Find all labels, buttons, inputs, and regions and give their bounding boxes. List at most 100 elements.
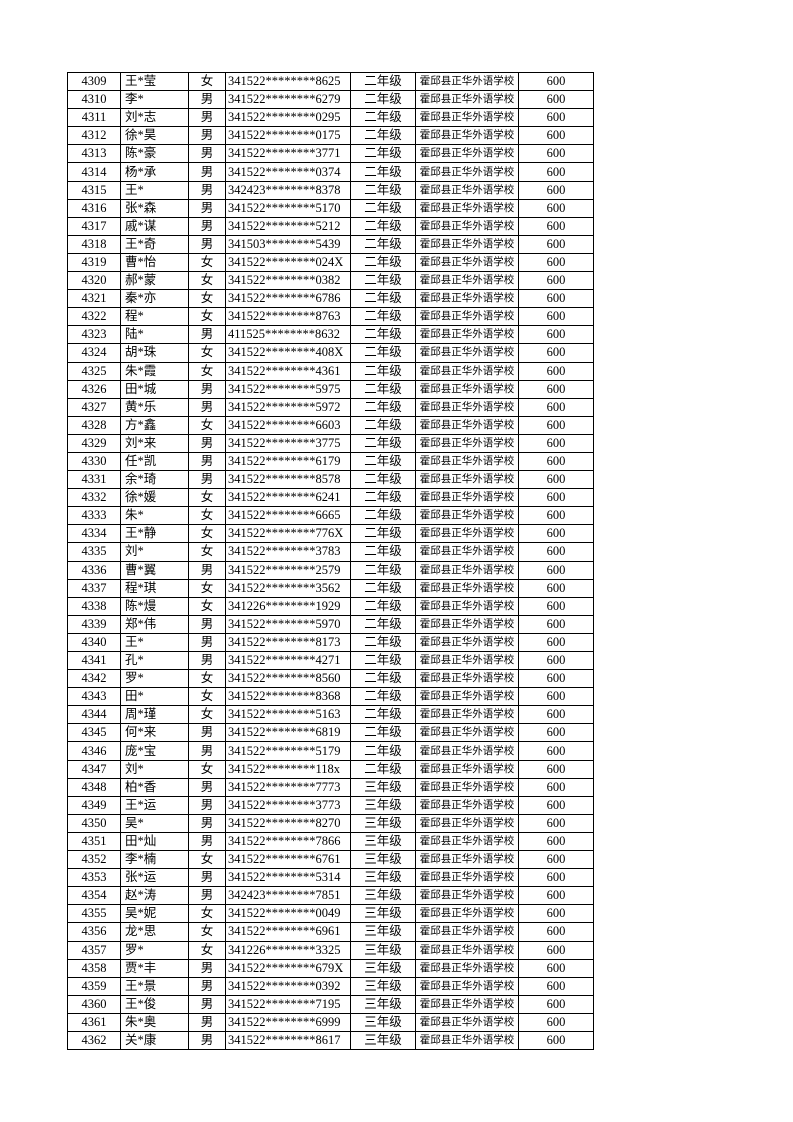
amount: 600 (518, 560, 594, 580)
school: 霍邱县正华外语学校 (415, 940, 519, 960)
amount: 600 (518, 325, 594, 345)
id-number: 341522********6179 (225, 451, 351, 472)
grade: 二年级 (350, 741, 416, 761)
student-name: 戚*谋 (120, 216, 189, 236)
id-number: 341522********3773 (225, 795, 351, 815)
id-number: 341522********8270 (225, 813, 351, 833)
row-number: 4345 (67, 723, 121, 743)
table-row: 4336 曹*翼男 341522********2579 二年级 霍邱县正华外语学校 60… (67, 560, 594, 580)
id-number: 341522********0382 (225, 271, 351, 291)
grade: 三年级 (350, 994, 416, 1014)
student-name: 何*来 (120, 723, 189, 743)
student-name: 王*莹 (120, 71, 189, 92)
table-row: 4318 王*奇男 341503********5439 二年级 霍邱县正华外语学校 60… (67, 234, 594, 254)
table-row: 4317 戚*谋男 341522********5212 二年级 霍邱县正华外语学校 60… (67, 216, 594, 236)
student-name: 郑*伟 (120, 614, 189, 634)
school: 霍邱县正华外语学校 (415, 777, 519, 797)
student-name: 吴*妮 (120, 904, 189, 924)
amount: 600 (518, 976, 594, 996)
row-number: 4341 (67, 650, 121, 671)
row-number: 4346 (67, 741, 121, 761)
amount: 600 (518, 650, 594, 671)
student-name: 刘*来 (120, 433, 189, 453)
row-number: 4355 (67, 904, 121, 924)
student-name: 朱*霞 (120, 361, 189, 381)
grade: 二年级 (350, 343, 416, 363)
row-number: 4311 (67, 108, 121, 128)
grade: 二年级 (350, 524, 416, 544)
grade: 二年级 (350, 433, 416, 453)
table-row: 4325 朱*霞女 341522********4361 二年级 霍邱县正华外语学校 60… (67, 361, 594, 381)
amount: 600 (518, 705, 594, 725)
row-number: 4312 (67, 126, 121, 146)
row-number: 4321 (67, 289, 121, 309)
school: 霍邱县正华外语学校 (415, 289, 519, 309)
student-name: 张*森 (120, 198, 189, 218)
id-number: 341522********3562 (225, 578, 351, 598)
school: 霍邱县正华外语学校 (415, 976, 519, 996)
id-number: 341522********0295 (225, 108, 351, 128)
gender: 男 (188, 958, 226, 978)
amount: 600 (518, 198, 594, 218)
table-row: 4351 田*灿男 341522********7866 三年级 霍邱县正华外语学校 60… (67, 831, 594, 852)
row-number: 4356 (67, 922, 121, 942)
row-number: 4350 (67, 813, 121, 833)
school: 霍邱县正华外语学校 (415, 632, 519, 653)
amount: 600 (518, 831, 594, 852)
gender: 男 (188, 777, 226, 797)
id-number: 341522********5179 (225, 741, 351, 761)
grade: 二年级 (350, 216, 416, 236)
student-name: 王*静 (120, 524, 189, 544)
amount: 600 (518, 669, 594, 689)
school: 霍邱县正华外语学校 (415, 234, 519, 254)
table-row: 4334 王*静女 341522********776X 二年级 霍邱县正华外语学校 60… (67, 524, 594, 544)
school: 霍邱县正华外语学校 (415, 1012, 519, 1032)
row-number: 4317 (67, 216, 121, 236)
gender: 男 (188, 632, 226, 653)
grade: 三年级 (350, 1030, 416, 1051)
student-name: 刘*志 (120, 108, 189, 128)
gender: 男 (188, 198, 226, 218)
gender: 女 (188, 940, 226, 960)
row-number: 4329 (67, 433, 121, 453)
amount: 600 (518, 759, 594, 779)
student-name: 贾*丰 (120, 958, 189, 978)
student-name: 陆* (120, 325, 189, 345)
amount: 600 (518, 596, 594, 616)
amount: 600 (518, 922, 594, 942)
row-number: 4361 (67, 1012, 121, 1032)
amount: 600 (518, 687, 594, 707)
gender: 男 (188, 234, 226, 254)
student-name: 龙*思 (120, 922, 189, 942)
grade: 三年级 (350, 940, 416, 960)
table-row: 4314 杨*承男 341522********0374 二年级 霍邱县正华外语学校 60… (67, 162, 594, 182)
student-name: 陈*豪 (120, 144, 189, 164)
school: 霍邱县正华外语学校 (415, 470, 519, 490)
gender: 女 (188, 904, 226, 924)
student-name: 关*康 (120, 1030, 189, 1051)
row-number: 4326 (67, 379, 121, 399)
school: 霍邱县正华外语学校 (415, 271, 519, 291)
id-number: 341522********5314 (225, 868, 351, 888)
table-row: 4362 关*康男 341522********8617 三年级 霍邱县正华外语学校 60… (67, 1030, 594, 1051)
school: 霍邱县正华外语学校 (415, 144, 519, 164)
grade: 三年级 (350, 1012, 416, 1032)
gender: 女 (188, 361, 226, 381)
school: 霍邱县正华外语学校 (415, 415, 519, 435)
grade: 二年级 (350, 379, 416, 399)
school: 霍邱县正华外语学校 (415, 252, 519, 273)
gender: 男 (188, 162, 226, 182)
grade: 二年级 (350, 470, 416, 490)
grade: 二年级 (350, 144, 416, 164)
amount: 600 (518, 1030, 594, 1051)
id-number: 341522********7773 (225, 777, 351, 797)
amount: 600 (518, 180, 594, 200)
gender: 女 (188, 343, 226, 363)
student-name: 张*运 (120, 868, 189, 888)
row-number: 4358 (67, 958, 121, 978)
student-name: 王*运 (120, 795, 189, 815)
table-row: 4316 张*森男 341522********5170 二年级 霍邱县正华外语学校 60… (67, 198, 594, 218)
row-number: 4327 (67, 397, 121, 417)
row-number: 4328 (67, 415, 121, 435)
student-name: 余*琦 (120, 470, 189, 490)
